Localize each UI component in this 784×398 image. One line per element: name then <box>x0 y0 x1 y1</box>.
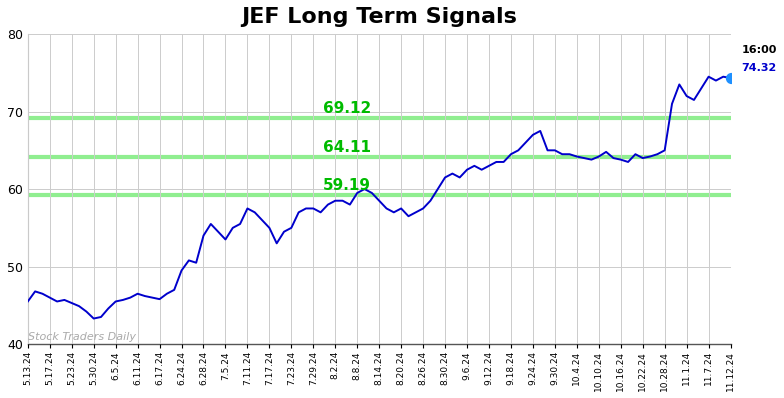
Text: 74.32: 74.32 <box>742 63 777 73</box>
Text: 69.12: 69.12 <box>323 101 371 116</box>
Text: Stock Traders Daily: Stock Traders Daily <box>28 332 136 342</box>
Text: 16:00: 16:00 <box>742 45 777 55</box>
Point <box>724 75 737 81</box>
Title: JEF Long Term Signals: JEF Long Term Signals <box>241 7 517 27</box>
Text: 59.19: 59.19 <box>323 178 371 193</box>
Text: 64.11: 64.11 <box>323 140 371 154</box>
